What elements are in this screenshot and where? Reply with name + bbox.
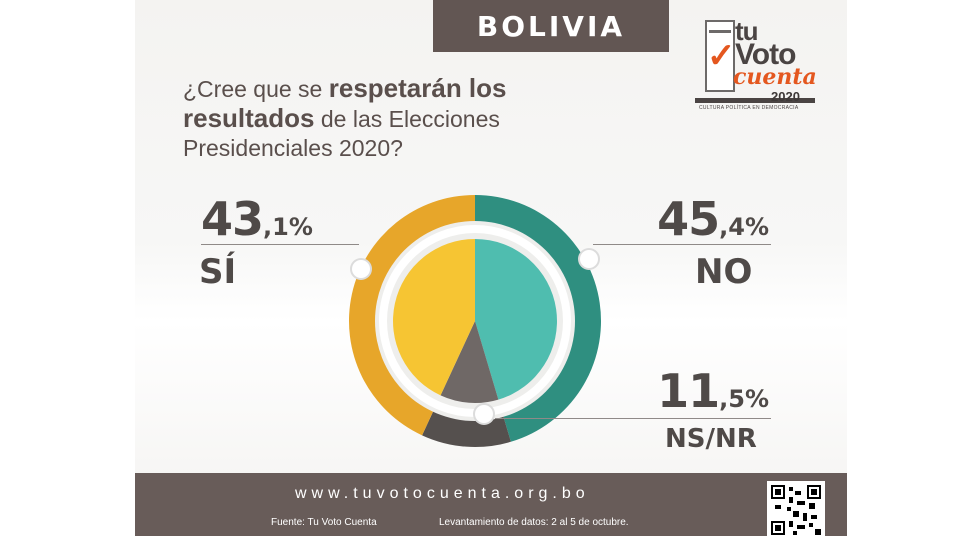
checkmark-icon: ✓ xyxy=(707,37,736,75)
no-marker-center xyxy=(580,250,598,268)
nsnr-value-int: 11 xyxy=(657,364,720,418)
survey-dates: Levantamiento de datos: 2 al 5 de octubr… xyxy=(439,517,629,528)
si-leader-line xyxy=(201,244,359,245)
si-value-int: 43 xyxy=(201,192,264,246)
nsnr-slice xyxy=(440,321,499,403)
logo-word-cuenta: cuenta xyxy=(733,64,817,90)
no-value-dec: ,4% xyxy=(719,213,769,241)
tu-voto-cuenta-logo: ✓ tu Voto cuenta CULTURA POLÍTICA EN DEM… xyxy=(695,14,825,111)
logo-tagline: CULTURA POLÍTICA EN DEMOCRACIA xyxy=(699,105,799,111)
question-part-3: de las Elecciones Presidenciales 2020? xyxy=(183,106,500,161)
si-label: SÍ xyxy=(199,252,237,292)
nsnr-leader-line xyxy=(495,418,771,419)
no-leader-line xyxy=(593,244,771,245)
question-part-1: ¿Cree que se xyxy=(183,76,329,102)
logo-word-tu: tu xyxy=(735,16,759,46)
logo-year: 2020 xyxy=(771,89,800,104)
nsnr-label: NS/NR xyxy=(665,424,757,454)
pie-chart xyxy=(349,195,601,447)
logo-word-voto: Voto xyxy=(735,38,796,71)
si-value-dec: ,1% xyxy=(263,213,313,241)
country-title: BOLIVIA xyxy=(476,9,626,43)
logo-bar xyxy=(695,98,815,103)
qr-code-icon[interactable] xyxy=(767,481,825,536)
no-slice xyxy=(475,239,557,400)
infographic: BOLIVIA ✓ tu Voto cuenta CULTURA POLÍTIC… xyxy=(135,0,847,536)
no-label: NO xyxy=(695,252,753,292)
nsnr-marker-center xyxy=(475,405,493,423)
website-link[interactable]: www.tuvotocuenta.org.bo xyxy=(295,485,590,502)
no-value-int: 45 xyxy=(657,192,720,246)
si-percentage: 43,1% xyxy=(201,192,313,246)
survey-question: ¿Cree que se respetarán los resultados d… xyxy=(183,74,583,163)
si-marker-center xyxy=(352,260,370,278)
ballot-icon xyxy=(705,20,735,92)
qr-code-graphic xyxy=(771,485,821,535)
si-slice xyxy=(392,239,475,396)
footer-bar: www.tuvotocuenta.org.bo Fuente: Tu Voto … xyxy=(135,473,847,536)
country-banner: BOLIVIA xyxy=(433,0,669,52)
data-source: Fuente: Tu Voto Cuenta xyxy=(271,517,377,528)
no-percentage: 45,4% xyxy=(645,192,769,246)
nsnr-percentage: 11,5% xyxy=(655,364,769,418)
question-part-2: respetarán los resultados xyxy=(183,73,507,133)
nsnr-value-dec: ,5% xyxy=(719,385,769,413)
